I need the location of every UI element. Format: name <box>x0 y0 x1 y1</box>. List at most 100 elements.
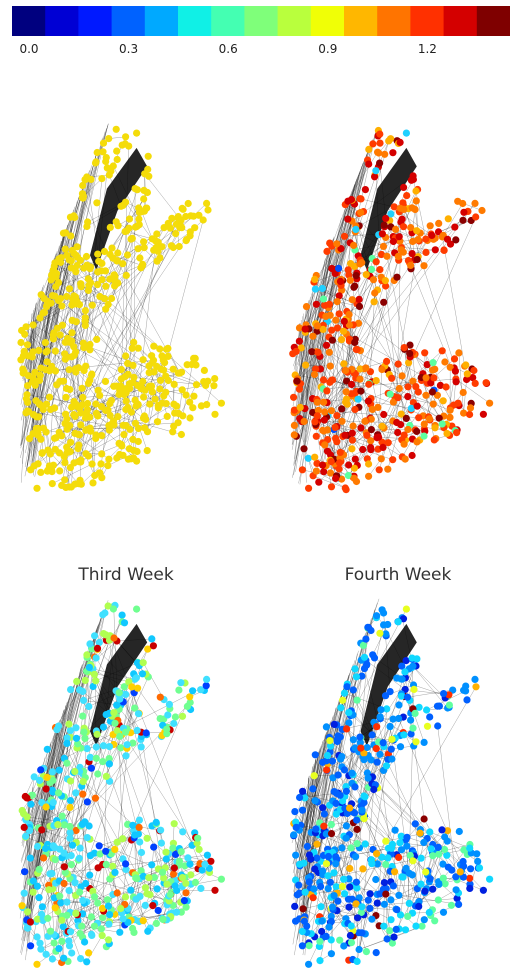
network-node <box>55 766 63 774</box>
network-node <box>382 282 390 290</box>
network-node <box>411 820 419 828</box>
network-node <box>292 876 300 884</box>
network-node <box>400 440 408 448</box>
network-node <box>105 426 113 434</box>
network-node <box>83 834 91 842</box>
network-node <box>122 133 130 141</box>
network-node <box>128 344 136 352</box>
network-node <box>79 192 87 200</box>
network-node <box>311 453 319 461</box>
network-node <box>380 298 388 306</box>
network-node <box>63 734 71 742</box>
network-node <box>466 844 474 852</box>
network-node <box>389 398 397 406</box>
network-node <box>39 309 47 317</box>
network-node <box>345 321 353 329</box>
network-node <box>453 429 461 437</box>
network-node <box>189 687 197 695</box>
network-node <box>65 285 74 293</box>
network-node <box>431 246 439 254</box>
network-node <box>156 345 164 353</box>
network-node <box>362 364 370 372</box>
network-node <box>376 139 384 147</box>
network-node <box>299 787 307 795</box>
network-node <box>122 352 130 360</box>
network-node <box>207 857 215 865</box>
network-node <box>394 618 402 626</box>
network-node <box>99 148 107 156</box>
network-node <box>402 129 410 137</box>
network-node <box>117 366 125 374</box>
network-node <box>177 848 185 856</box>
network-node <box>321 408 329 416</box>
network-node <box>328 757 336 765</box>
network-node <box>413 402 421 410</box>
network-node <box>358 259 366 267</box>
network-node <box>119 915 127 923</box>
network-node <box>143 834 151 842</box>
network-node <box>340 317 348 325</box>
network-node <box>291 808 299 816</box>
network-node <box>409 237 417 246</box>
network-node <box>48 786 56 794</box>
network-node <box>346 864 354 873</box>
network-node <box>131 419 140 427</box>
network-node <box>356 733 364 741</box>
network-node <box>134 424 143 433</box>
network-node <box>426 222 434 230</box>
network-node <box>322 830 330 838</box>
network-node <box>73 262 81 270</box>
network-node <box>120 431 128 439</box>
network-node <box>342 395 351 403</box>
network-node <box>37 291 45 299</box>
network-node <box>378 422 386 430</box>
network-node <box>203 851 211 859</box>
network-node <box>81 317 89 325</box>
network-node <box>81 307 89 315</box>
network-node <box>313 412 321 420</box>
network-node <box>122 690 130 699</box>
network-node <box>333 298 341 306</box>
network-node <box>190 212 198 220</box>
network-node <box>164 376 172 385</box>
network-node <box>141 901 149 910</box>
colorbar-segment <box>144 6 179 36</box>
network-node <box>398 215 406 223</box>
network-node <box>318 284 326 293</box>
network-node <box>313 459 321 467</box>
network-node <box>372 875 380 884</box>
network-node <box>398 372 406 380</box>
network-node <box>362 635 370 643</box>
network-node <box>332 474 340 482</box>
network-node <box>42 803 50 811</box>
network-node <box>106 250 114 259</box>
network-node <box>403 693 412 701</box>
network-node <box>34 429 42 437</box>
network-node <box>373 850 381 858</box>
network-node <box>312 825 320 833</box>
network-node <box>471 675 479 684</box>
network-node <box>33 882 42 890</box>
network-node <box>35 865 43 874</box>
network-node <box>376 130 384 138</box>
network-node <box>293 377 301 385</box>
network-node <box>420 916 428 924</box>
network-node <box>351 744 359 752</box>
network-node <box>438 420 446 428</box>
network-node <box>353 816 361 824</box>
network-node <box>93 335 101 343</box>
network-node <box>377 706 385 714</box>
network-node <box>397 410 405 418</box>
network-node <box>198 866 206 874</box>
network-node <box>399 873 407 881</box>
network-node <box>307 855 315 863</box>
network-node <box>95 842 103 850</box>
network-node <box>404 912 412 921</box>
network-node <box>135 816 143 824</box>
network-node <box>327 742 335 750</box>
network-node <box>119 260 127 268</box>
network-node <box>78 922 86 930</box>
network-node <box>109 862 117 870</box>
network-node <box>170 400 178 408</box>
network-node <box>441 833 449 841</box>
